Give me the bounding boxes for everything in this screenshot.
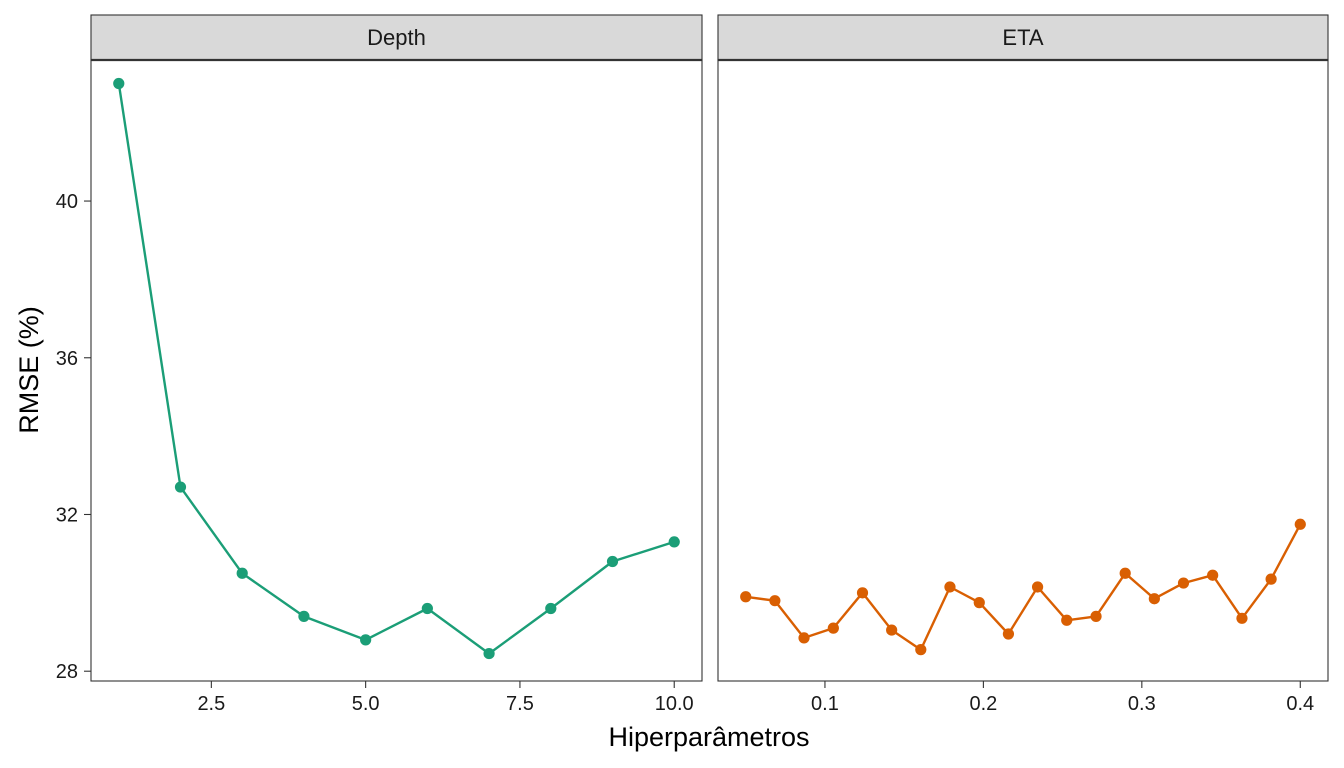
data-point xyxy=(886,624,898,636)
y-tick-label: 28 xyxy=(56,661,78,683)
data-point xyxy=(856,587,869,599)
x-tick-label: 10.0 xyxy=(655,693,694,715)
data-point xyxy=(827,622,839,634)
panel-border xyxy=(90,59,703,682)
data-point xyxy=(973,597,985,609)
data-point xyxy=(606,555,619,568)
data-point xyxy=(113,77,125,90)
data-point xyxy=(174,481,187,493)
data-point xyxy=(1002,628,1015,640)
data-point xyxy=(1177,577,1190,589)
strip-label: Depth xyxy=(367,25,426,50)
data-point xyxy=(1031,581,1044,593)
strip-background xyxy=(90,14,703,61)
panel-border xyxy=(717,59,1329,682)
y-axis-title: RMSE (%) xyxy=(14,306,44,434)
y-axis: 28 32 36 40 xyxy=(56,191,91,683)
data-point xyxy=(1090,610,1102,622)
series-line-depth xyxy=(117,83,675,655)
data-point xyxy=(1207,569,1219,581)
data-point xyxy=(1236,612,1248,624)
panel-eta: ETA 0.1 0.2 0.3 0.4 xyxy=(717,14,1329,715)
data-point xyxy=(1061,614,1073,626)
data-point xyxy=(545,602,557,615)
data-point xyxy=(298,610,310,622)
data-point xyxy=(798,632,810,644)
data-point xyxy=(236,567,248,579)
x-tick-label: 0.1 xyxy=(811,693,839,715)
data-point xyxy=(769,595,781,607)
data-point xyxy=(1119,567,1131,579)
panel-depth: Depth 2.5 5.0 7.5 10.0 xyxy=(90,14,703,715)
y-tick-label: 36 xyxy=(56,348,78,370)
data-point xyxy=(1294,518,1306,530)
strip-label: ETA xyxy=(1002,25,1043,50)
panels-layer: Depth 2.5 5.0 7.5 10.0 ETA 0.1 0.2 0.3 0.4 xyxy=(90,14,1329,715)
data-point xyxy=(360,634,372,646)
data-point xyxy=(915,644,927,656)
x-tick-label: 0.4 xyxy=(1286,693,1314,715)
data-point xyxy=(1148,593,1160,605)
x-axis-title: Hiperparâmetros xyxy=(608,722,809,752)
y-tick-label: 40 xyxy=(56,191,78,213)
x-tick-label: 7.5 xyxy=(506,693,534,715)
data-point xyxy=(668,536,680,548)
data-point xyxy=(740,591,752,603)
data-point xyxy=(483,647,495,660)
x-tick-label: 0.2 xyxy=(969,693,997,715)
x-tick-label: 0.3 xyxy=(1128,693,1156,715)
y-tick-label: 32 xyxy=(56,504,78,526)
strip-background xyxy=(717,14,1329,61)
x-tick-label: 2.5 xyxy=(197,693,225,715)
x-tick-label: 5.0 xyxy=(352,693,380,715)
data-point xyxy=(1265,573,1277,585)
data-point xyxy=(944,581,956,593)
data-point xyxy=(421,602,433,615)
